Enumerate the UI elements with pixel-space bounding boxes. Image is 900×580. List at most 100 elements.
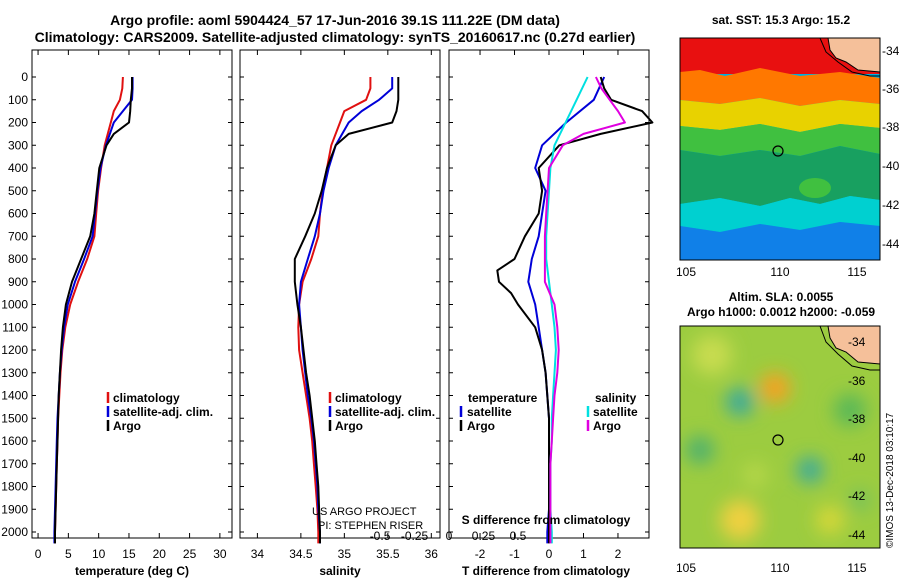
legend-label-climatology: climatology <box>335 391 402 405</box>
imos-credit: ©IMOS 13-Dec-2018 03:10:17 <box>885 412 896 548</box>
float-position-marker-sst <box>772 145 784 157</box>
legend-heading-salinity: salinity <box>595 391 637 405</box>
salinity-axis-label: salinity <box>319 564 361 578</box>
x-tick-label: 0 <box>546 547 553 561</box>
sla-map-axes: 105 110 115 -34 -36 -38 -40 -42 -44 <box>676 335 867 575</box>
sst-map-frame <box>679 37 881 261</box>
series-line-temperature-argo <box>496 76 654 544</box>
depth-tick-label: 1000 <box>1 298 28 312</box>
depth-tick-label: 1600 <box>1 434 28 448</box>
sst-ytick-label: -34 <box>882 44 900 58</box>
sst-eddy <box>799 178 831 198</box>
depth-tick-label: 2000 <box>1 525 28 539</box>
depth-tick-label: 500 <box>8 184 28 198</box>
x-tick-label: 20 <box>153 547 167 561</box>
depth-tick-label: 1700 <box>1 457 28 471</box>
sla-map-title-line1: Altim. SLA: 0.0055 <box>728 290 834 304</box>
x-tick-label: 30 <box>213 547 227 561</box>
sst-band-orange <box>680 68 880 106</box>
series-line-salinity-argo <box>543 76 626 544</box>
project-credit-line2: PI: STEPHEN RISER <box>318 520 423 532</box>
depth-tick-label: 1500 <box>1 411 28 425</box>
temperature-legend: climatology satellite-adj. clim. Argo <box>106 391 213 433</box>
depth-tick-label: 200 <box>8 116 28 130</box>
x-tick-label: 36 <box>425 547 439 561</box>
x-tick-label: 0 <box>35 547 42 561</box>
sla-xtick-label: 115 <box>847 561 866 575</box>
depth-tick-label: 0 <box>21 70 28 84</box>
salinity-panel-frame <box>239 49 441 539</box>
land-australia-sla <box>827 326 880 365</box>
legend-label-s-satellite: satellite <box>593 405 638 419</box>
series-line-argo <box>54 77 133 544</box>
sla-land-contour <box>819 326 880 371</box>
series-line-argo <box>293 77 400 544</box>
depth-tick-label: 1400 <box>1 389 28 403</box>
depth-tick-label: 800 <box>8 252 28 266</box>
figure-title-line1: Argo profile: aoml 5904424_57 17-Jun-201… <box>110 12 560 28</box>
float-position-marker-sla <box>772 434 784 446</box>
x-tick-label: 35 <box>338 547 352 561</box>
difference-legend: temperature salinity satellite Argo sate… <box>459 391 638 433</box>
depth-tick-label: 300 <box>8 138 28 152</box>
sst-xtick-label: 110 <box>770 265 789 279</box>
legend-label-satellite: satellite-adj. clim. <box>113 405 213 419</box>
sla-map <box>679 325 881 549</box>
legend-label-argo: Argo <box>113 419 141 433</box>
s-x-tick-label: -0.5 <box>370 529 391 543</box>
x-tick-label: 35.5 <box>376 547 400 561</box>
sst-band-yellow <box>680 98 880 132</box>
sst-ytick-label: -36 <box>882 82 900 96</box>
depth-tick-label: 1300 <box>1 366 28 380</box>
sla-xtick-label: 110 <box>770 561 789 575</box>
sst-ytick-label: -44 <box>882 237 900 251</box>
sst-ytick-label: -40 <box>882 159 900 173</box>
sst-xtick-label: 115 <box>847 265 866 279</box>
x-tick-label: 25 <box>183 547 197 561</box>
legend-heading-temperature: temperature <box>468 391 538 405</box>
project-credit-line1: US ARGO PROJECT <box>312 506 417 518</box>
sla-ytick-label: -42 <box>848 489 866 503</box>
salinity-legend: climatology satellite-adj. clim. Argo <box>328 391 435 433</box>
depth-tick-label: 900 <box>8 275 28 289</box>
x-tick-label: 34 <box>251 547 265 561</box>
depth-tick-label: 1200 <box>1 343 28 357</box>
difference-panel: -2 -1 0 1 2 -0.5 -0.25 0 0.25 0.5 <box>370 50 654 561</box>
legend-label-climatology: climatology <box>113 391 180 405</box>
legend-label-argo: Argo <box>335 419 363 433</box>
legend-label-t-satellite: satellite <box>467 405 512 419</box>
x-tick-label: 34.5 <box>289 547 313 561</box>
temperature-panel: 0 5 10 15 20 25 30 <box>32 50 232 561</box>
land-australia-sst <box>827 38 880 73</box>
legend-label-satellite: satellite-adj. clim. <box>335 405 435 419</box>
x-tick-label: -1 <box>509 547 520 561</box>
sla-map-frame <box>679 325 881 549</box>
depth-tick-label: 1900 <box>1 502 28 516</box>
depth-tick-label: 700 <box>8 229 28 243</box>
x-tick-label: 1 <box>580 547 587 561</box>
sla-ytick-label: -40 <box>848 451 866 465</box>
sst-band-cyan <box>680 196 880 232</box>
legend-label-s-argo: Argo <box>593 419 621 433</box>
sst-land-contour <box>819 38 880 77</box>
sla-map-title-line2: Argo h1000: 0.0012 h2000: -0.059 <box>686 305 876 319</box>
depth-tick-label: 600 <box>8 207 28 221</box>
sla-ytick-label: -36 <box>848 374 866 388</box>
x-tick-label: 2 <box>615 547 622 561</box>
sla-ytick-label: -34 <box>848 335 866 349</box>
x-tick-label: -2 <box>475 547 486 561</box>
sst-map-axes: 105 110 115 -34 -36 -38 -40 -42 -44 <box>676 44 900 279</box>
s-difference-axis-label: S difference from climatology <box>462 513 631 527</box>
depth-tick-label: 400 <box>8 161 28 175</box>
depth-tick-label: 1800 <box>1 480 28 494</box>
sla-ytick-label: -44 <box>848 528 866 542</box>
sst-ytick-label: -42 <box>882 198 900 212</box>
depth-tick-label: 100 <box>8 93 28 107</box>
depth-axis: 0 100 200 300 400 500 600 700 800 900 1000 1100 1200… <box>1 70 28 539</box>
s-x-tick-label: -0.25 <box>401 529 429 543</box>
sst-band-blue <box>680 222 880 260</box>
salinity-panel: 34 34.5 35 35.5 36 <box>240 50 440 561</box>
s-x-tick-label: 0.25 <box>472 529 496 543</box>
sst-map-title: sat. SST: 15.3 Argo: 15.2 <box>711 13 851 27</box>
